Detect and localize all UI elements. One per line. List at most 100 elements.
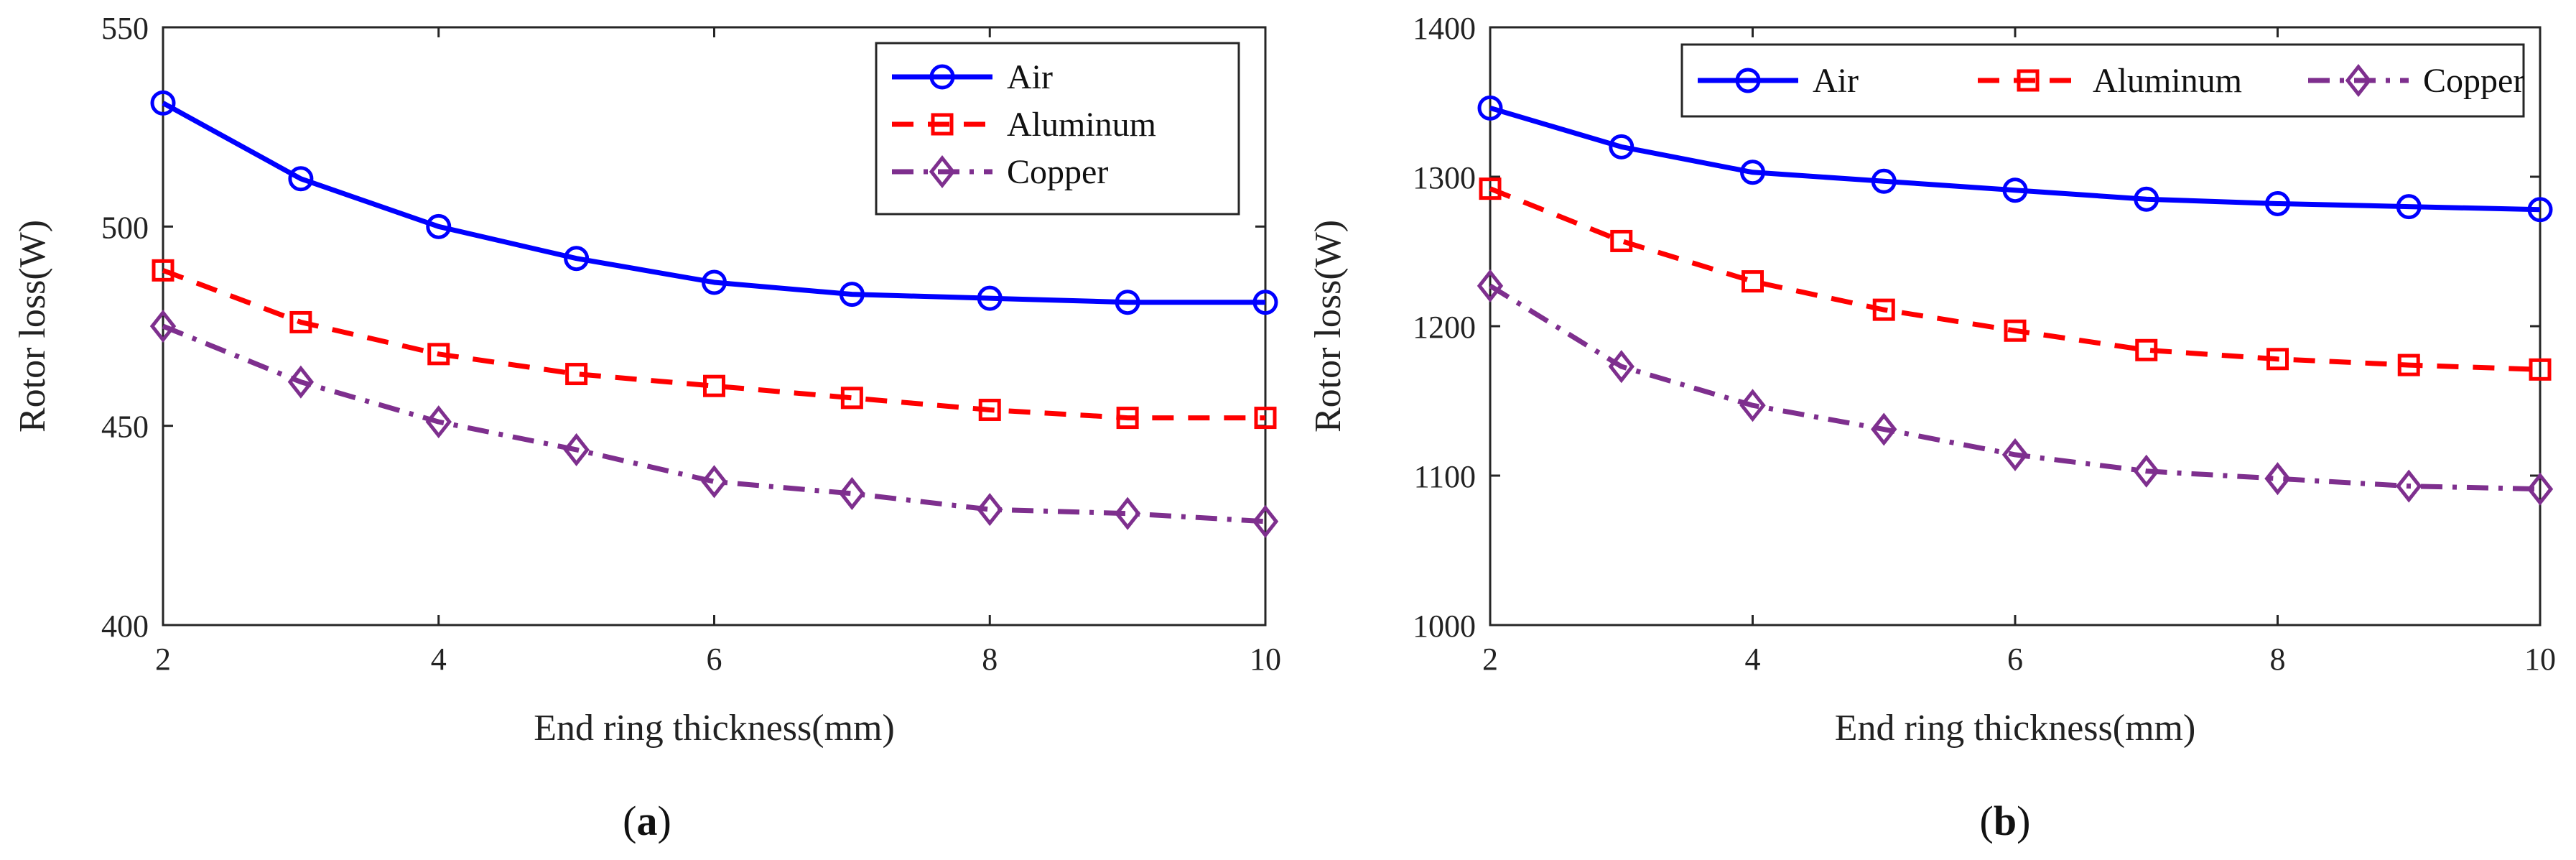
- data-point-copper: [2264, 462, 2291, 496]
- data-point-copper: [2396, 469, 2422, 503]
- data-point-aluminum: [2266, 348, 2289, 371]
- data-point-air: [1740, 159, 1765, 185]
- data-point-air: [839, 282, 865, 308]
- data-point-copper: [977, 493, 1003, 527]
- data-point-aluminum: [978, 398, 1001, 421]
- panel-caption-b: (b): [1980, 797, 2031, 844]
- y-tick-label: 400: [101, 609, 149, 644]
- data-point-copper: [287, 365, 315, 399]
- x-tick-label: 8: [982, 642, 998, 677]
- data-point-air: [1252, 290, 1278, 315]
- data-point-copper: [839, 476, 865, 510]
- legend: Air Aluminum Copper: [1680, 43, 2525, 118]
- y-axis-label: Rotor loss(W): [1308, 220, 1349, 433]
- legend-marker-copper: [2345, 63, 2372, 98]
- data-point-aluminum: [565, 363, 588, 386]
- series-line-air: [162, 101, 1265, 305]
- data-point-air: [2396, 194, 2422, 220]
- legend-box: [875, 42, 1240, 216]
- legend-marker-aluminum: [931, 113, 954, 136]
- chart-panel-a: 2 4 6 8 10 400 450 500 550 End ring thickness(mm)…: [12, 11, 1281, 844]
- x-tick-label: 8: [2270, 642, 2286, 677]
- data-point-aluminum: [1610, 229, 1633, 252]
- data-point-aluminum: [2135, 338, 2158, 361]
- data-point-copper: [2526, 472, 2554, 506]
- legend-label-aluminum: Aluminum: [1007, 106, 1156, 144]
- data-point-copper: [701, 465, 727, 499]
- legend-label-copper: Copper: [2423, 62, 2524, 100]
- plot-area-frame: [1489, 26, 2542, 626]
- legend-marker-air: [1735, 68, 1761, 93]
- caption-open-paren: (: [1980, 797, 1994, 844]
- y-tick-label: 1000: [1413, 609, 1476, 644]
- series-air: [150, 90, 1278, 315]
- legend-marker-air: [929, 64, 955, 90]
- data-point-air: [2002, 177, 2028, 203]
- data-point-aluminum: [289, 310, 312, 333]
- data-point-aluminum: [2529, 358, 2552, 381]
- data-point-air: [288, 166, 314, 192]
- caption-close-paren: ): [658, 797, 671, 844]
- y-tick-label: 1100: [1414, 459, 1476, 494]
- y-tick-label: 500: [101, 210, 149, 245]
- x-tick-label: 4: [431, 642, 447, 677]
- x-tick-label: 6: [2007, 642, 2023, 677]
- x-tick-label: 6: [707, 642, 722, 677]
- data-point-air: [1477, 95, 1503, 121]
- legend-marker-copper: [929, 154, 956, 189]
- legend-marker-aluminum: [2017, 69, 2040, 92]
- data-point-copper: [1477, 269, 1504, 302]
- x-tick-label: 2: [1482, 642, 1498, 677]
- series-copper: [149, 309, 1279, 538]
- caption-open-paren: (: [623, 797, 636, 844]
- caption-letter: a: [637, 797, 658, 844]
- data-point-copper: [1608, 350, 1635, 384]
- series-line-copper: [1489, 283, 2541, 492]
- x-tick-label: 10: [1250, 642, 1281, 677]
- data-point-aluminum: [1116, 407, 1139, 430]
- caption-letter: b: [1994, 797, 2017, 844]
- y-tick-label: 1400: [1413, 11, 1476, 46]
- y-tick-label: 1200: [1413, 310, 1476, 345]
- data-point-aluminum: [1254, 407, 1277, 430]
- panel-caption-a: (a): [623, 797, 671, 844]
- data-point-air: [702, 269, 727, 295]
- series-aluminum: [1479, 177, 2552, 381]
- data-point-aluminum: [1479, 177, 1502, 200]
- series-line-air: [1489, 105, 2541, 213]
- data-point-air: [2134, 186, 2159, 212]
- data-point-copper: [149, 309, 177, 343]
- data-point-copper: [2133, 454, 2159, 488]
- series-copper: [1477, 269, 2554, 506]
- data-point-aluminum: [1742, 270, 1764, 293]
- legend-label-copper: Copper: [1007, 153, 1108, 191]
- data-point-air: [2265, 190, 2290, 216]
- data-point-copper: [1739, 389, 1766, 422]
- series-line-aluminum: [1489, 186, 2541, 372]
- data-point-copper: [425, 405, 452, 439]
- data-point-air: [426, 213, 452, 239]
- data-point-air: [2527, 197, 2553, 223]
- x-axis-label: End ring thickness(mm): [1835, 708, 2196, 749]
- y-tick-label: 1300: [1413, 160, 1476, 195]
- data-point-air: [1609, 134, 1635, 159]
- chart-panel-b: 2 4 6 8 10 1000 1100 1200 1300 1400 End ring thick…: [1308, 11, 2556, 844]
- data-point-copper: [1871, 412, 1897, 446]
- y-tick-label: 450: [101, 410, 149, 445]
- data-point-air: [977, 285, 1003, 311]
- data-point-aluminum: [703, 374, 725, 397]
- series-line-aluminum: [162, 268, 1265, 421]
- x-tick-label: 4: [1745, 642, 1761, 677]
- caption-close-paren: ): [2017, 797, 2030, 844]
- data-point-copper: [563, 433, 590, 466]
- data-point-aluminum: [2004, 319, 2027, 342]
- y-axis-label: Rotor loss(W): [12, 220, 53, 433]
- data-point-aluminum: [427, 343, 450, 366]
- legend-label-air: Air: [1813, 62, 1859, 100]
- series-line-copper: [162, 323, 1266, 524]
- data-point-copper: [1114, 496, 1141, 530]
- data-point-aluminum: [152, 259, 175, 282]
- legend-box: [1680, 43, 2525, 118]
- x-tick-label: 10: [2524, 642, 2556, 677]
